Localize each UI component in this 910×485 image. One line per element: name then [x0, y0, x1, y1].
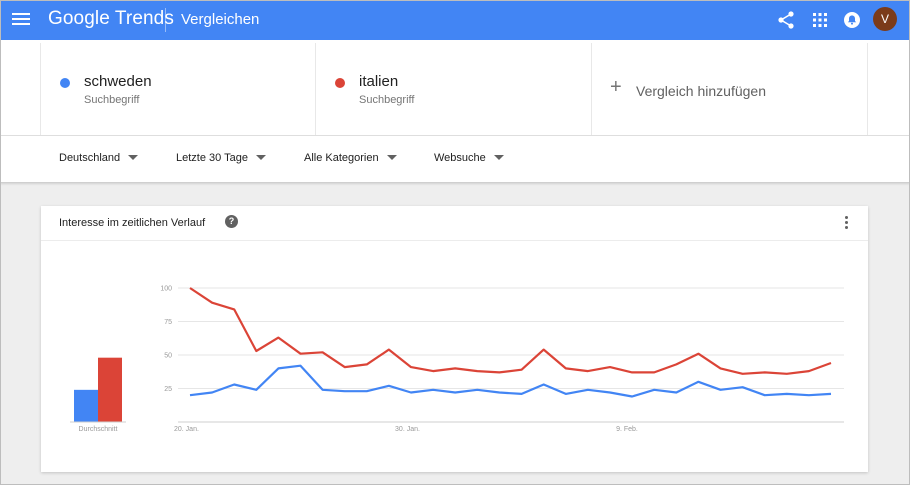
chevron-down-icon	[128, 154, 139, 160]
chevron-down-icon	[386, 154, 397, 160]
filter-bar: Deutschland Letzte 30 Tage Alle Kategori…	[0, 136, 910, 183]
x-tick-label: 20. Jan.	[174, 426, 199, 433]
share-icon[interactable]	[774, 8, 798, 32]
term-color-dot	[335, 78, 345, 88]
category-filter-dropdown[interactable]: Alle Kategorien	[304, 152, 397, 164]
time-filter-label: Letzte 30 Tage	[176, 152, 248, 164]
interest-over-time-card: Interesse im zeitlichen Verlauf ? 100 75 5…	[41, 206, 868, 472]
series-line-schweden	[189, 364, 832, 398]
card-title: Interesse im zeitlichen Verlauf	[59, 217, 206, 229]
avatar[interactable]: V	[873, 7, 897, 31]
time-filter-dropdown[interactable]: Letzte 30 Tage	[176, 152, 266, 164]
help-icon[interactable]: ?	[225, 215, 238, 228]
notifications-bell-icon[interactable]	[840, 8, 864, 32]
category-filter-label: Alle Kategorien	[304, 152, 379, 164]
card-header: Interesse im zeitlichen Verlauf ?	[41, 206, 868, 241]
region-filter-dropdown[interactable]: Deutschland	[59, 152, 139, 164]
x-tick-label: 9. Feb.	[616, 426, 638, 433]
average-bar-schweden	[74, 389, 98, 422]
more-options-icon[interactable]	[841, 214, 851, 232]
add-comparison-button[interactable]: + Vergleich hinzufügen	[591, 43, 868, 135]
y-tick-label: 100	[160, 286, 172, 293]
google-trends-logo[interactable]: Google Trends	[48, 8, 174, 29]
term-name: schweden	[84, 73, 152, 90]
page-title: Vergleichen	[181, 11, 260, 28]
chevron-down-icon	[255, 154, 266, 160]
search-type-filter-dropdown[interactable]: Websuche	[434, 152, 504, 164]
region-filter-label: Deutschland	[59, 152, 121, 164]
search-term-schweden[interactable]: schweden Suchbegriff	[40, 43, 316, 135]
header-divider	[165, 8, 166, 32]
search-term-italien[interactable]: italien Suchbegriff	[315, 43, 592, 135]
term-color-dot	[60, 78, 70, 88]
average-label: Durchschnitt	[79, 426, 118, 433]
top-app-bar: Google Trends Vergleichen V	[0, 0, 910, 40]
add-comparison-label: Vergleich hinzufügen	[636, 83, 766, 99]
interest-chart: 100 75 50 25 20. Jan. 30. Jan. 9. Feb. Durchsch…	[70, 286, 844, 433]
x-tick-label: 30. Jan.	[395, 426, 420, 433]
y-tick-label: 50	[164, 353, 172, 360]
menu-icon[interactable]	[12, 11, 30, 29]
search-terms-bar: schweden Suchbegriff italien Suchbegriff…	[0, 40, 910, 136]
term-type-label: Suchbegriff	[359, 94, 415, 106]
apps-grid-icon[interactable]	[808, 8, 832, 32]
series-line-italien	[189, 287, 832, 375]
term-type-label: Suchbegriff	[84, 94, 140, 106]
search-type-filter-label: Websuche	[434, 152, 486, 164]
plus-icon: +	[610, 76, 622, 98]
y-tick-label: 75	[164, 319, 172, 326]
term-name: italien	[359, 73, 399, 90]
y-tick-label: 25	[164, 386, 172, 393]
chevron-down-icon	[493, 154, 504, 160]
average-bar-italien	[98, 357, 122, 422]
